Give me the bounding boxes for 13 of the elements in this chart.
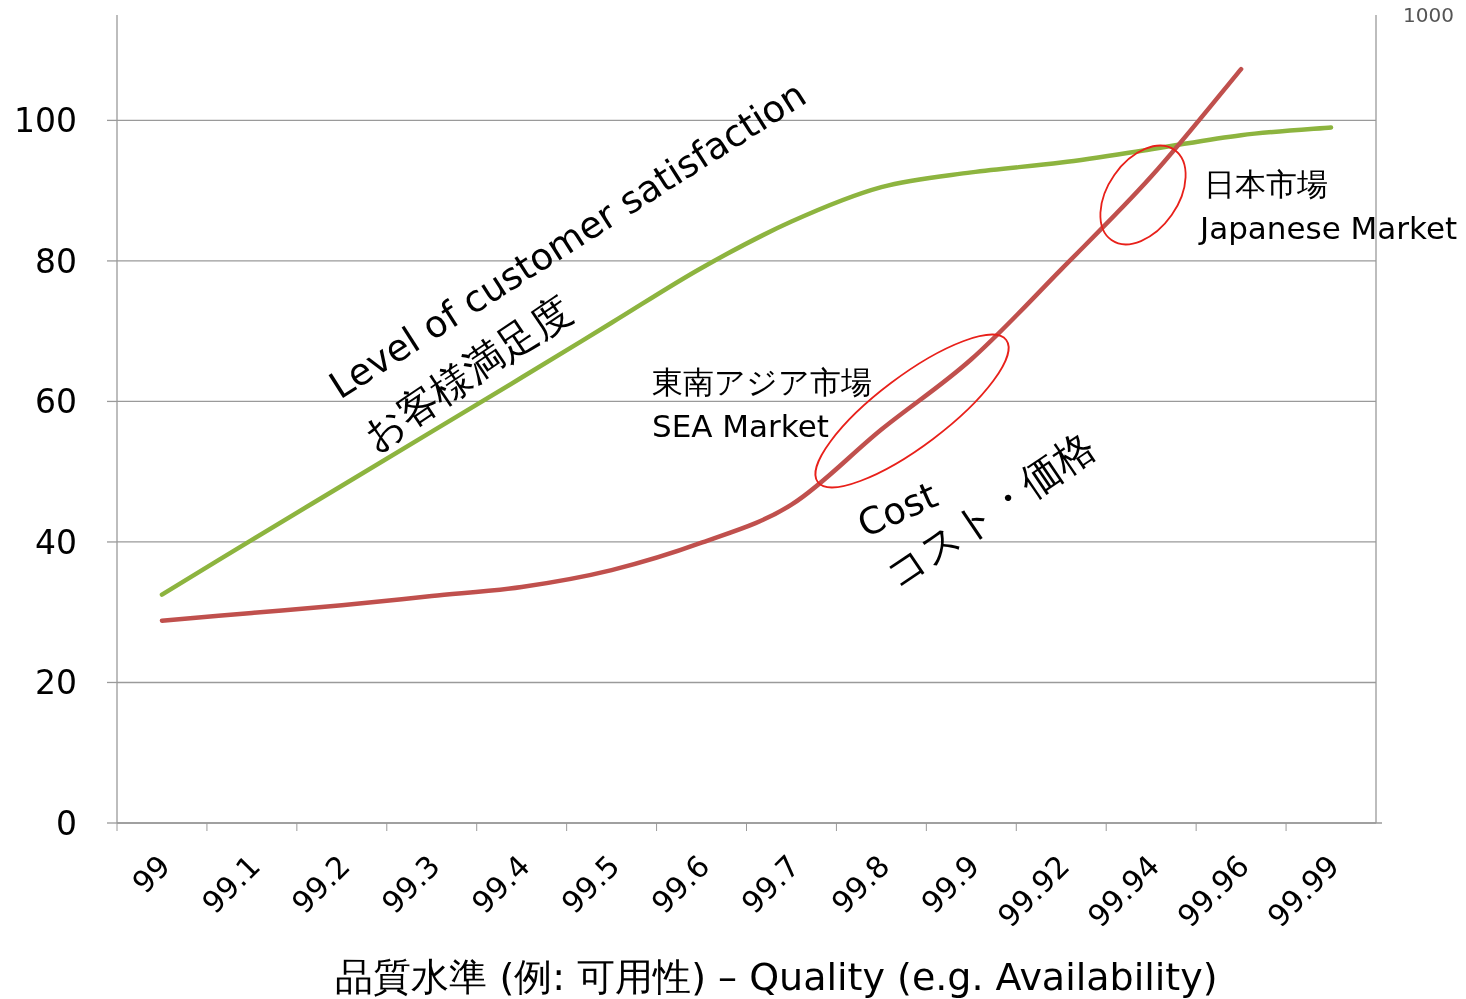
annotation: Japanese Market — [1198, 210, 1458, 246]
y-tick-label: 20 — [35, 663, 77, 703]
annotation: 日本市場 — [1204, 166, 1328, 202]
y-tick-label: 60 — [35, 382, 77, 422]
y-tick-label: 0 — [56, 804, 77, 843]
text: 1000 — [1403, 3, 1454, 27]
y-tick-label: 100 — [14, 101, 77, 141]
y-tick-label: 80 — [35, 241, 77, 281]
annotation: 東南アジア市場 — [652, 364, 872, 400]
x-axis-title: 品質水準 (例: 可用性) – Quality (e.g. Availability) — [335, 955, 1218, 999]
x-tick-label: 99 — [125, 848, 177, 900]
annotation: SEA Market — [652, 408, 829, 444]
y-tick-label: 40 — [35, 522, 77, 562]
